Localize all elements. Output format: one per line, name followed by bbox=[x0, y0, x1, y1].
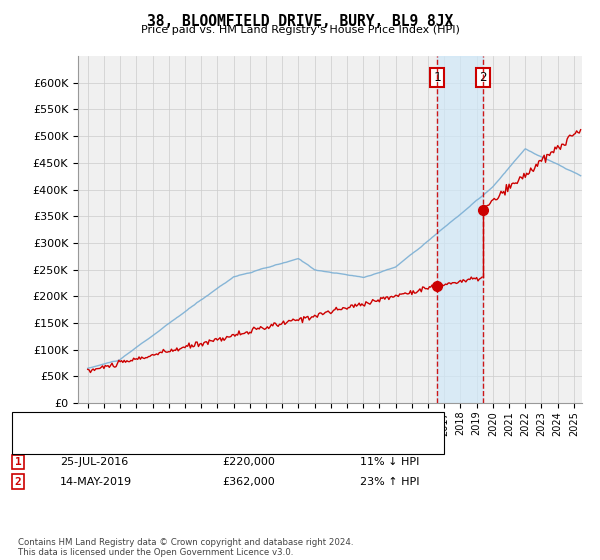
Text: £220,000: £220,000 bbox=[222, 457, 275, 467]
Text: Contains HM Land Registry data © Crown copyright and database right 2024.
This d: Contains HM Land Registry data © Crown c… bbox=[18, 538, 353, 557]
Text: 11% ↓ HPI: 11% ↓ HPI bbox=[360, 457, 419, 467]
Text: 14-MAY-2019: 14-MAY-2019 bbox=[60, 477, 132, 487]
Text: 2: 2 bbox=[14, 477, 22, 487]
Text: ——: —— bbox=[18, 434, 43, 447]
Bar bbox=[437, 56, 482, 403]
Text: Price paid vs. HM Land Registry's House Price Index (HPI): Price paid vs. HM Land Registry's House … bbox=[140, 25, 460, 35]
Text: ——: —— bbox=[18, 415, 43, 428]
Text: HPI: Average price, detached house, Bury: HPI: Average price, detached house, Bury bbox=[45, 436, 262, 446]
Text: 1: 1 bbox=[433, 71, 441, 84]
Text: 38, BLOOMFIELD DRIVE, BURY, BL9 8JX: 38, BLOOMFIELD DRIVE, BURY, BL9 8JX bbox=[147, 14, 453, 29]
Text: 1: 1 bbox=[14, 457, 22, 467]
Text: £362,000: £362,000 bbox=[222, 477, 275, 487]
Text: 23% ↑ HPI: 23% ↑ HPI bbox=[360, 477, 419, 487]
Text: 38, BLOOMFIELD DRIVE, BURY, BL9 8JX (detached house): 38, BLOOMFIELD DRIVE, BURY, BL9 8JX (det… bbox=[45, 417, 342, 427]
Text: 2: 2 bbox=[479, 71, 487, 84]
Text: 25-JUL-2016: 25-JUL-2016 bbox=[60, 457, 128, 467]
